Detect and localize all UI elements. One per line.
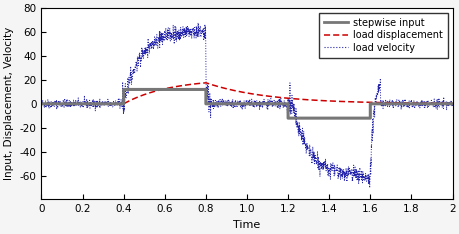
- X-axis label: Time: Time: [233, 220, 260, 230]
- Legend: stepwise input, load displacement, load velocity: stepwise input, load displacement, load …: [318, 13, 447, 58]
- Y-axis label: Input, Displacement, Velocity: Input, Displacement, Velocity: [4, 27, 14, 180]
